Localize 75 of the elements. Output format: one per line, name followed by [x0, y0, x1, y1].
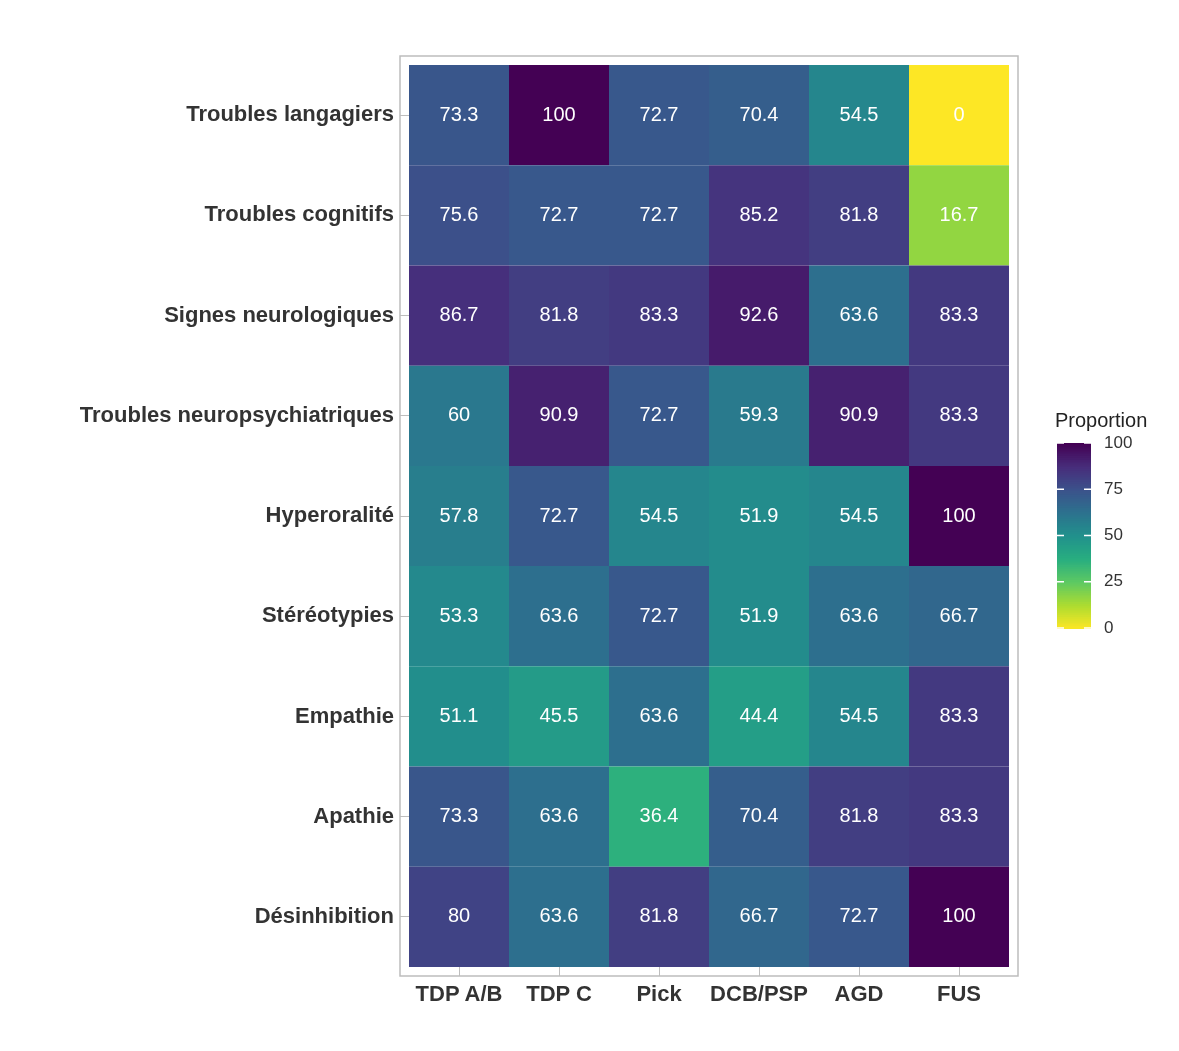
data-label: 80: [447, 904, 471, 927]
color-bar-label: 100: [1104, 432, 1133, 452]
data-label: 36.4: [639, 804, 679, 827]
data-label: 54.5: [839, 703, 879, 726]
x-tick-label: DCB/PSP: [710, 981, 808, 1007]
data-label: 81.8: [639, 904, 679, 927]
data-label: 51.1: [439, 703, 479, 726]
data-label: 72.7: [539, 503, 579, 526]
data-label: 54.5: [839, 503, 879, 526]
data-label: 83.3: [939, 804, 979, 827]
y-tick-label: Signes neurologiques: [164, 301, 394, 327]
data-label: 86.7: [439, 303, 479, 326]
data-label: 72.7: [639, 102, 679, 125]
color-bar-label: 25: [1104, 571, 1123, 591]
data-label: 70.4: [739, 804, 779, 827]
legend-title: Proportion: [1055, 409, 1148, 431]
data-label: 100: [942, 503, 976, 526]
data-label: 83.3: [639, 303, 679, 326]
data-label: 44.4: [739, 703, 779, 726]
data-label: 51.9: [739, 603, 779, 626]
data-label: 63.6: [539, 804, 579, 827]
y-tick-label: Stéréotypies: [261, 602, 394, 628]
data-label: 100: [942, 904, 976, 927]
data-label: 72.7: [639, 603, 679, 626]
data-label: 16.7: [939, 202, 979, 225]
data-label: 73.3: [439, 102, 479, 125]
x-tick-label: TDP A/B: [415, 981, 503, 1007]
y-tick-label: Hyperoralité: [265, 502, 394, 528]
y-tick-label: Empathie: [294, 702, 394, 728]
y-tick-label: Troubles langagiers: [186, 101, 394, 127]
data-label: 72.7: [639, 403, 679, 426]
data-label: 0: [953, 102, 965, 125]
data-label: 63.6: [839, 303, 879, 326]
data-label: 83.3: [939, 403, 979, 426]
data-label: 73.3: [439, 804, 479, 827]
data-label: 54.5: [639, 503, 679, 526]
data-label: 81.8: [839, 804, 879, 827]
x-tick-label: Pick: [636, 981, 683, 1007]
color-bar-label: 75: [1104, 478, 1123, 498]
color-bar-label: 50: [1104, 525, 1123, 545]
data-label: 72.7: [639, 202, 679, 225]
y-tick-label: Apathie: [313, 802, 394, 828]
data-label: 60: [447, 403, 471, 426]
data-label: 51.9: [739, 503, 779, 526]
data-label: 53.3: [439, 603, 479, 626]
y-tick-label: Désinhibition: [254, 902, 394, 928]
data-label: 81.8: [839, 202, 879, 225]
data-label: 90.9: [539, 403, 579, 426]
data-label: 54.5: [839, 102, 879, 125]
data-label: 63.6: [839, 603, 879, 626]
data-label: 85.2: [739, 202, 779, 225]
data-label: 70.4: [739, 102, 779, 125]
data-label: 92.6: [739, 303, 779, 326]
data-label: 57.8: [439, 503, 479, 526]
x-tick-label: AGD: [834, 981, 884, 1007]
data-label: 83.3: [939, 303, 979, 326]
data-label: 90.9: [839, 403, 879, 426]
data-label: 75.6: [439, 202, 479, 225]
data-label: 45.5: [539, 703, 579, 726]
data-label: 66.7: [939, 603, 979, 626]
data-label: 59.3: [739, 403, 779, 426]
y-tick-label: Troubles cognitifs: [204, 201, 394, 227]
data-label: 83.3: [939, 703, 979, 726]
x-tick-label: TDP C: [526, 981, 592, 1007]
data-label: 72.7: [539, 202, 579, 225]
data-label: 63.6: [539, 904, 579, 927]
y-tick-label: Troubles neuropsychiatriques: [79, 401, 394, 427]
data-label: 81.8: [539, 303, 579, 326]
data-label: 63.6: [539, 603, 579, 626]
data-label: 100: [542, 102, 576, 125]
data-label: 66.7: [739, 904, 779, 927]
data-label: 72.7: [839, 904, 879, 927]
data-label: 63.6: [639, 703, 679, 726]
x-tick-label: FUS: [937, 981, 981, 1007]
color-bar-label: 0: [1104, 617, 1114, 637]
